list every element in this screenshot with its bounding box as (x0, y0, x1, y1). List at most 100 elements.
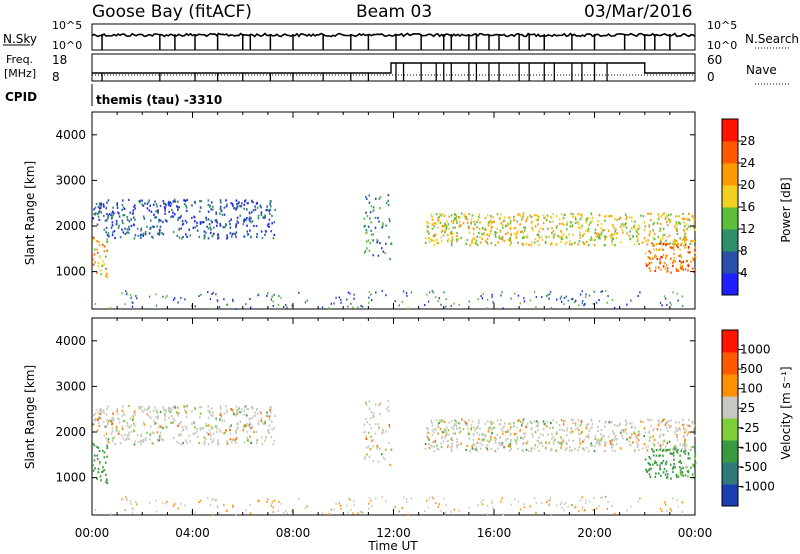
power-echo (219, 199, 222, 202)
power-echo (500, 222, 503, 225)
power-echo (131, 301, 133, 304)
velocity-echo (428, 442, 430, 446)
velocity-echo (266, 411, 268, 414)
velocity-echo (250, 423, 252, 426)
power-echo (599, 237, 601, 240)
power-echo (223, 213, 226, 216)
power-echo (98, 218, 101, 222)
velocity-echo (127, 437, 129, 440)
power-echo (209, 297, 212, 300)
power-echo (673, 241, 675, 244)
velocity-echo (353, 499, 355, 502)
power-echo (374, 226, 377, 229)
velocity-echo (588, 436, 590, 439)
velocity-echo (273, 499, 275, 502)
power-echo (440, 231, 443, 234)
velocity-echo (385, 448, 387, 451)
power-echo (652, 243, 654, 246)
velocity-echo (655, 454, 658, 457)
velocity-echo (600, 439, 602, 442)
power-echo (471, 241, 474, 244)
power-echo (118, 215, 121, 218)
power-echo (370, 299, 373, 302)
velocity-echo (584, 502, 587, 505)
power-echo (142, 234, 145, 237)
power-echo (633, 243, 636, 246)
velocity-echo (585, 427, 588, 430)
velocity-echo (205, 422, 207, 425)
velocity-echo (158, 426, 160, 429)
velocity-echo (520, 436, 522, 440)
velocity-echo (103, 411, 105, 414)
velocity-echo (555, 449, 557, 452)
velocity-echo (482, 432, 484, 436)
velocity-echo (474, 429, 476, 432)
velocity-echo (689, 431, 692, 434)
velocity-echo (648, 431, 651, 434)
power-echo (100, 204, 103, 208)
velocity-echo (115, 426, 118, 429)
velocity-echo (177, 422, 180, 426)
velocity-echo (103, 456, 106, 459)
velocity-echo (139, 439, 142, 443)
power-echo (579, 226, 582, 230)
velocity-echo (370, 439, 373, 442)
power-echo (165, 204, 167, 207)
power-echo (666, 235, 669, 239)
velocity-colorbar-swatch (722, 396, 738, 419)
velocity-echo (123, 420, 126, 423)
velocity-echo (577, 449, 579, 452)
power-echo (610, 215, 613, 218)
velocity-echo (219, 430, 222, 433)
power-echo (673, 252, 675, 255)
velocity-echo (550, 421, 552, 424)
power-echo (229, 226, 232, 229)
velocity-echo (115, 429, 118, 432)
velocity-echo (672, 470, 674, 474)
power-echo (133, 237, 136, 240)
power-echo (572, 213, 575, 216)
velocity-echo (621, 434, 623, 437)
velocity-echo (465, 448, 467, 452)
power-echo (660, 215, 663, 218)
velocity-echo (629, 443, 631, 447)
power-echo (211, 235, 214, 238)
velocity-echo (212, 513, 214, 516)
velocity-echo (158, 437, 161, 440)
velocity-echo (203, 443, 206, 446)
power-echo (611, 234, 614, 237)
power-echo (170, 215, 172, 219)
velocity-echo (685, 466, 687, 469)
power-echo (437, 226, 439, 229)
velocity-echo (102, 470, 104, 473)
velocity-echo (490, 435, 492, 438)
velocity-echo (372, 415, 374, 419)
power-echo (600, 233, 602, 236)
velocity-echo (560, 442, 562, 445)
power-echo (178, 228, 181, 231)
power-echo (675, 221, 678, 224)
power-echo (182, 235, 184, 239)
velocity-echo (585, 435, 587, 438)
velocity-echo (542, 428, 545, 431)
velocity-echo (365, 434, 368, 438)
velocity-echo (665, 470, 668, 473)
velocity-echo (652, 442, 655, 445)
power-echo (625, 226, 628, 229)
velocity-echo (491, 431, 493, 435)
power-echo (504, 233, 507, 236)
velocity-echo (652, 435, 654, 438)
velocity-echo (166, 426, 168, 429)
power-echo (236, 220, 239, 223)
power-echo (659, 238, 662, 241)
power-echo (642, 215, 645, 218)
power-echo (600, 227, 602, 230)
power-echo (177, 208, 179, 211)
velocity-echo (608, 421, 610, 424)
velocity-echo (682, 466, 684, 470)
velocity-echo (659, 467, 661, 470)
velocity-echo (604, 495, 607, 498)
velocity-echo (352, 512, 354, 515)
velocity-echo (544, 423, 546, 426)
power-echo (638, 224, 640, 227)
